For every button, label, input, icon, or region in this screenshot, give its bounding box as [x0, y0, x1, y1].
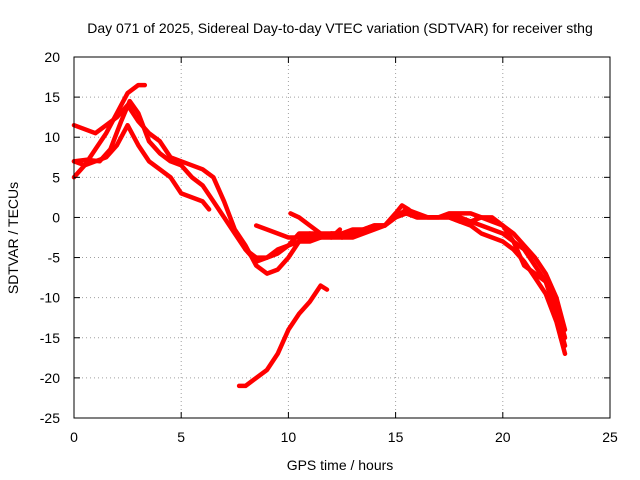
- y-tick-label: 10: [44, 129, 60, 145]
- tick-marks: [73, 56, 611, 419]
- grid: [74, 57, 610, 418]
- y-tick-label: -20: [40, 370, 60, 386]
- series-line-track-7: [236, 283, 330, 389]
- series-line-track-8: [288, 211, 343, 240]
- y-tick-label: 20: [44, 49, 60, 65]
- y-tick-label: -15: [40, 330, 60, 346]
- y-tick-label: -5: [48, 250, 61, 266]
- x-axis-title: GPS time / hours: [287, 457, 394, 473]
- x-tick-label: 10: [281, 429, 297, 445]
- series-line-track-6: [253, 211, 568, 341]
- x-tick-label: 5: [177, 429, 185, 445]
- x-tick-label: 25: [602, 429, 618, 445]
- y-tick-label: -10: [40, 290, 60, 306]
- plot-frame: [73, 56, 611, 419]
- series-layer: [71, 82, 568, 389]
- y-axis-title: SDTVAR / TECUs: [5, 182, 21, 294]
- y-tick-label: -25: [40, 410, 60, 426]
- x-tick-label: 15: [388, 429, 404, 445]
- x-tick-label: 0: [70, 429, 78, 445]
- x-tick-labels: 0 5 10 15 20 25: [70, 429, 618, 445]
- x-tick-label: 20: [495, 429, 511, 445]
- series-line-track-1: [71, 122, 212, 212]
- y-tick-labels: -25 -20 -15 -10 -5 0 5 10 15 20: [40, 49, 60, 426]
- y-tick-label: 0: [52, 209, 60, 225]
- chart-title: Day 071 of 2025, Sidereal Day-to-day VTE…: [87, 20, 593, 36]
- y-tick-label: 5: [52, 169, 60, 185]
- y-tick-label: 15: [44, 89, 60, 105]
